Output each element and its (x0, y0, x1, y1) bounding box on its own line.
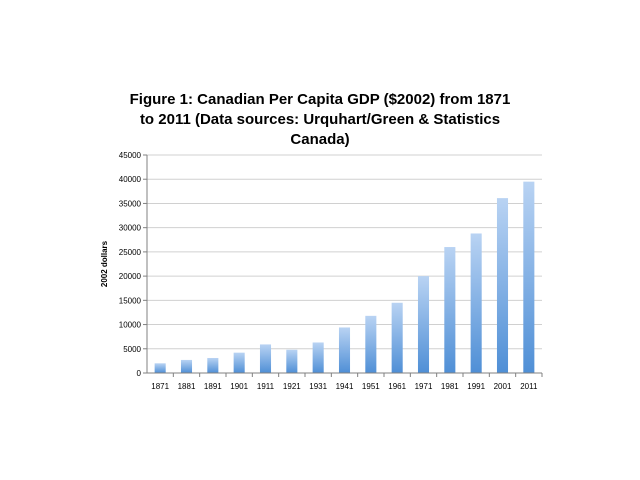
bar-1881 (180, 359, 193, 373)
bar-1911 (259, 344, 272, 373)
bar-1981 (444, 247, 456, 373)
y-tick-label: 20000 (119, 272, 142, 281)
y-tick-label: 5000 (123, 345, 141, 354)
y-tick-label: 30000 (119, 224, 142, 233)
chart-title-line: Canada) (290, 131, 350, 148)
x-tick-label: 1941 (336, 382, 354, 391)
bar-1901 (233, 352, 245, 373)
bar-1921 (286, 349, 298, 373)
x-tick-label: 1881 (178, 382, 196, 391)
bar-1871 (154, 363, 166, 373)
x-tick-label: 1931 (309, 382, 327, 391)
bar-1971 (417, 276, 430, 373)
bar-1891 (207, 357, 219, 373)
y-tick-label: 15000 (119, 296, 142, 305)
bar-1941 (338, 327, 351, 373)
bar-2011 (523, 181, 535, 373)
chart-title-line: to 2011 (Data sources: Urquhart/Green & … (139, 111, 501, 128)
y-tick-label: 45000 (119, 151, 142, 160)
bar-1961 (391, 302, 403, 373)
x-tick-label: 1951 (362, 382, 380, 391)
axes: 0 5000 10000 15000 20000 25000 30000 35000 40000… (119, 151, 543, 391)
y-tick-label: 25000 (119, 248, 142, 257)
x-tick-label: 1891 (204, 382, 222, 391)
x-tick-label: 1971 (415, 382, 433, 391)
bar-1991 (470, 233, 482, 373)
x-tick-label: 1981 (441, 382, 459, 391)
x-tick-label: 2011 (520, 382, 538, 391)
gridlines (147, 154, 542, 350)
x-tick-label: 1871 (151, 382, 169, 391)
bar-1931 (312, 342, 324, 373)
y-axis-label: 2002 dollars (100, 240, 109, 287)
bar-1951 (365, 315, 377, 373)
y-tick-label: 10000 (119, 321, 142, 330)
bars (154, 181, 535, 373)
x-tick-label: 1961 (388, 382, 406, 391)
x-tick-label: 2001 (494, 382, 512, 391)
y-tick-label: 35000 (119, 199, 142, 208)
x-tick-label: 1921 (283, 382, 301, 391)
x-tick-label: 1911 (257, 382, 275, 391)
y-tick-label: 0 (137, 369, 142, 378)
bar-2001 (496, 198, 509, 373)
chart-title-line: Figure 1: Canadian Per Capita GDP ($2002… (129, 91, 511, 108)
chart-title: Figure 1: Canadian Per Capita GDP ($2002… (120, 90, 520, 150)
y-tick-label: 40000 (119, 175, 142, 184)
x-tick-label: 1991 (467, 382, 485, 391)
x-tick-label: 1901 (230, 382, 248, 391)
